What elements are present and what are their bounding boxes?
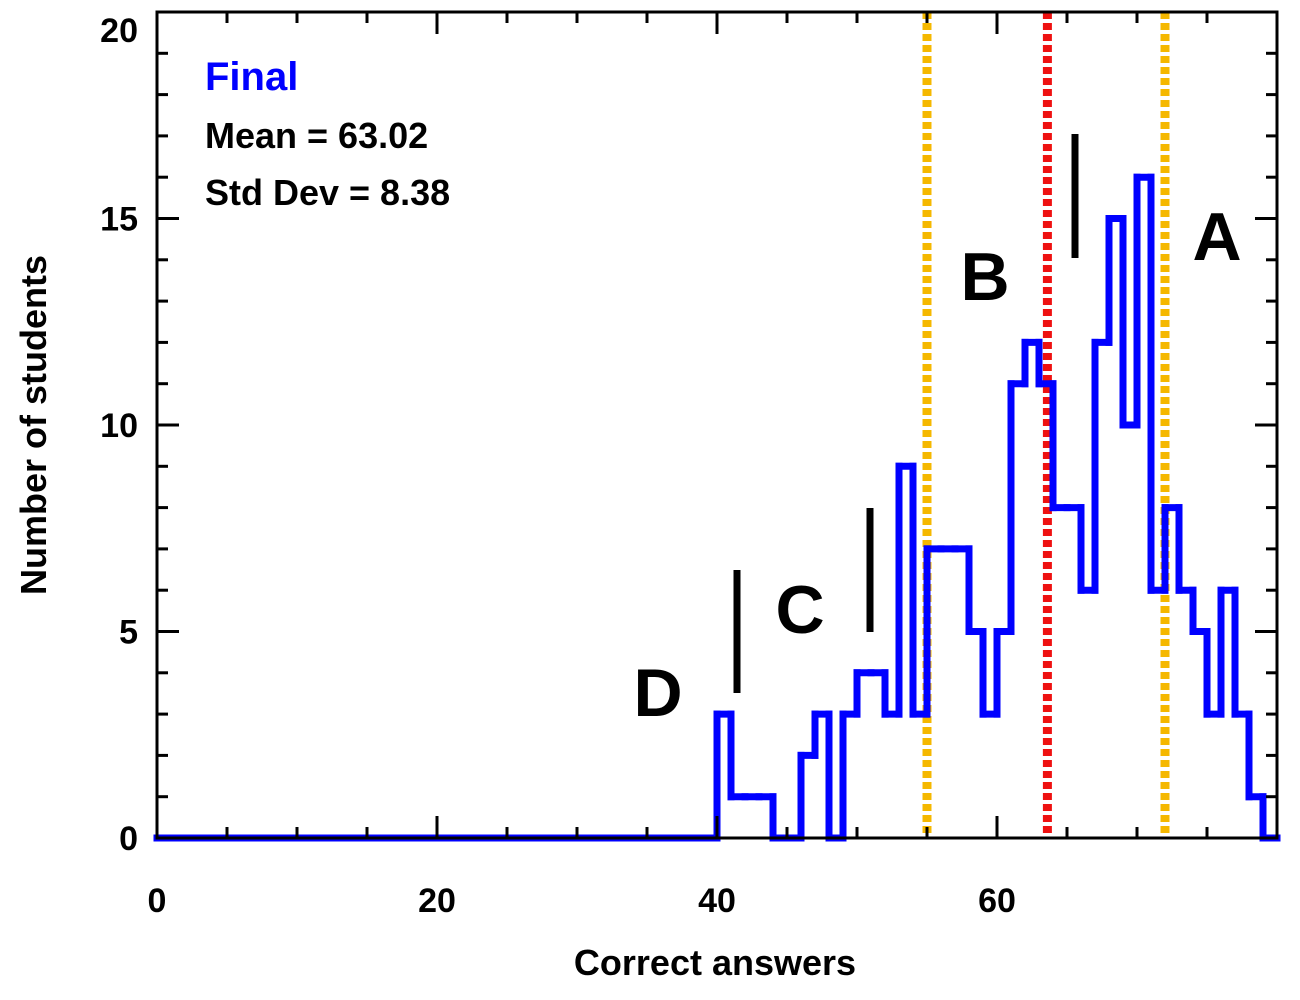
x-tick-label: 60 <box>978 882 1016 920</box>
x-tick-label: 20 <box>418 882 456 920</box>
y-tick-label: 5 <box>119 614 138 652</box>
grade-label: A <box>1192 199 1241 275</box>
y-tick-label: 20 <box>100 12 138 50</box>
y-axis-label: Number of students <box>13 255 54 595</box>
grade-label: B <box>960 239 1009 315</box>
x-axis-label: Correct answers <box>574 942 856 983</box>
y-tick-label: 15 <box>100 201 138 239</box>
y-tick-label: 0 <box>119 820 138 858</box>
y-tick-label: 10 <box>100 407 138 445</box>
grade-label: D <box>633 655 682 731</box>
x-tick-label: 0 <box>148 882 167 920</box>
x-tick-label: 40 <box>698 882 736 920</box>
grade-label: C <box>775 572 824 648</box>
chart-title: Final <box>205 55 298 99</box>
annotation: Std Dev = 8.38 <box>205 172 450 213</box>
annotation: Mean = 63.02 <box>205 115 428 156</box>
